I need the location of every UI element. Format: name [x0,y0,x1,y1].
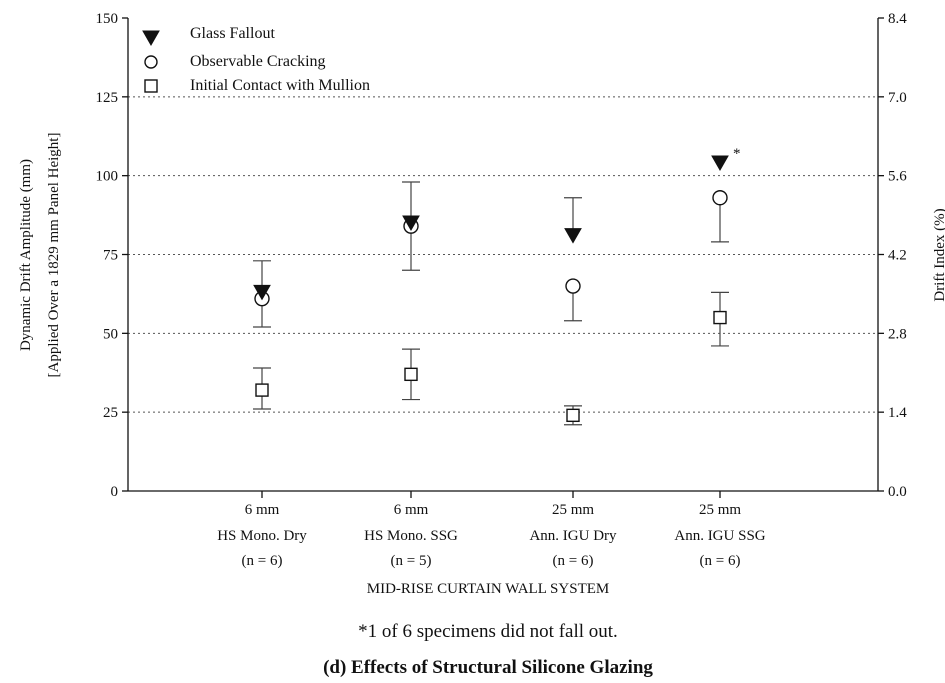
initial-contact-marker [255,383,269,397]
category-label-system: Ann. IGU Dry [529,528,617,544]
legend: Glass Fallout Observable Cracking Initia… [142,25,370,94]
category-label-system: Ann. IGU SSG [674,528,765,544]
left-tick-label: 75 [103,248,118,264]
axes [122,17,884,498]
category-label-size: 6 mm [245,502,280,518]
gridlines [128,96,878,413]
category-label-system: HS Mono. SSG [364,528,458,544]
glass-fallout-marker [711,155,729,172]
footnote: *1 of 6 specimens did not fall out. [358,621,618,642]
error-bars [253,181,729,426]
observable-cracking-marker [712,190,728,206]
glass-fallout-marker [564,228,582,244]
category-label-size: 25 mm [552,502,594,518]
tick-labels: 0 0.0 25 1.4 50 2.8 75 4.2 100 5.6 125 7.0 150 8.4 [96,11,908,500]
data-markers: * [253,146,741,423]
glass-fallout-marker [402,215,420,231]
right-tick-label: 8.4 [888,11,907,27]
legend-initial-contact-marker [144,79,158,93]
category-label-count: (n = 5) [391,553,432,569]
category-label-system: HS Mono. Dry [217,528,307,544]
legend-glass-fallout-label: Glass Fallout [190,25,275,42]
right-tick-label: 7.0 [888,90,907,106]
right-tick-label: 1.4 [888,405,907,421]
left-tick-label: 150 [96,11,119,27]
y-axis-right-title: Drift Index (%) [932,208,945,301]
initial-contact-marker [713,310,727,325]
legend-observable-cracking-label: Observable Cracking [190,53,326,70]
initial-contact-marker [566,408,580,423]
category-label-size: 25 mm [699,502,741,518]
category-label-count: (n = 6) [700,553,741,569]
legend-glass-fallout-marker [142,30,160,47]
category-label-size: 6 mm [394,502,429,518]
left-tick-label: 100 [96,169,119,185]
left-tick-label: 50 [103,326,118,342]
legend-observable-cracking-marker [144,55,158,69]
y-axis-title-line1: Dynamic Drift Amplitude (mm) [18,159,34,351]
figure-caption: (d) Effects of Structural Silicone Glazi… [323,657,653,678]
left-tick-label: 125 [96,90,119,106]
right-tick-label: 0.0 [888,484,907,500]
legend-initial-contact-label: Initial Contact with Mullion [190,77,370,94]
initial-contact-marker [404,367,418,382]
right-tick-label: 5.6 [888,169,907,185]
glass-fallout-marker [253,284,271,301]
right-tick-label: 2.8 [888,326,907,342]
category-label-count: (n = 6) [553,553,594,569]
observable-cracking-marker [565,278,581,294]
left-tick-label: 0 [111,484,119,500]
category-label-count: (n = 6) [242,553,283,569]
right-tick-label: 4.2 [888,248,907,264]
category-labels: 6 mm HS Mono. Dry (n = 6) 6 mm HS Mono. SSG (… [217,502,766,569]
x-axis-title: MID-RISE CURTAIN WALL SYSTEM [367,581,609,597]
glass-fallout-annotation: * [733,146,741,162]
y-axis-title-line2: [Applied Over a 1829 mm Panel Height] [46,133,62,378]
left-tick-label: 25 [103,405,118,421]
